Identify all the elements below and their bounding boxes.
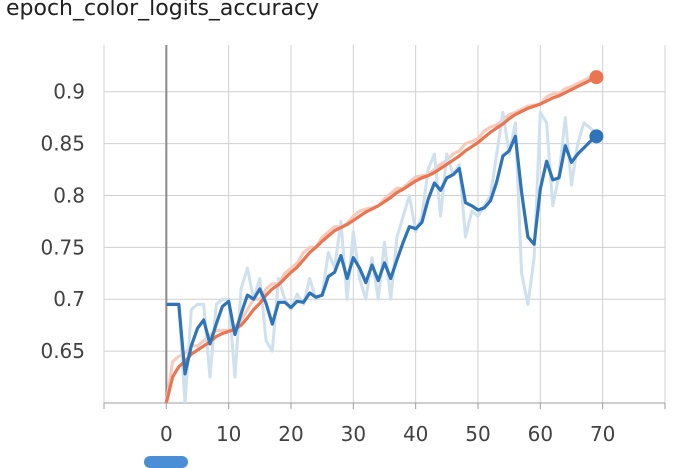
y-tick-label: 0.8 — [53, 183, 85, 207]
orange-last-point — [589, 70, 604, 85]
blue-raw-line — [166, 110, 598, 403]
blue-last-point — [589, 129, 604, 144]
x-tick-label: 20 — [278, 422, 303, 446]
x-tick-label: 40 — [403, 422, 428, 446]
axis-layer — [103, 45, 666, 409]
blue-smoothed-line — [166, 134, 598, 376]
x-tick-label: 30 — [341, 422, 366, 446]
grid-layer — [103, 45, 666, 403]
y-tick-label: 0.85 — [40, 132, 85, 156]
x-tick-label: 10 — [216, 422, 241, 446]
y-tick-label: 0.9 — [53, 80, 85, 104]
smoothed-series-layer — [164, 75, 598, 403]
x-tick-label: 0 — [160, 422, 173, 446]
y-tick-label: 0.65 — [40, 339, 85, 363]
x-tick-label: 70 — [590, 422, 615, 446]
legend-toggle-chip[interactable] — [144, 456, 188, 468]
y-tick-label: 0.7 — [53, 287, 85, 311]
chart-title: epoch_color_logits_accuracy — [6, 0, 320, 21]
tick-label-layer: 0 10 20 30 40 50 60 70 0.65 0.7 0.75 0.8 0.85 0.9 — [40, 80, 615, 446]
x-tick-label: 50 — [465, 422, 490, 446]
marker-layer — [589, 70, 604, 144]
x-tick-label: 60 — [528, 422, 553, 446]
y-tick-label: 0.75 — [40, 235, 85, 259]
